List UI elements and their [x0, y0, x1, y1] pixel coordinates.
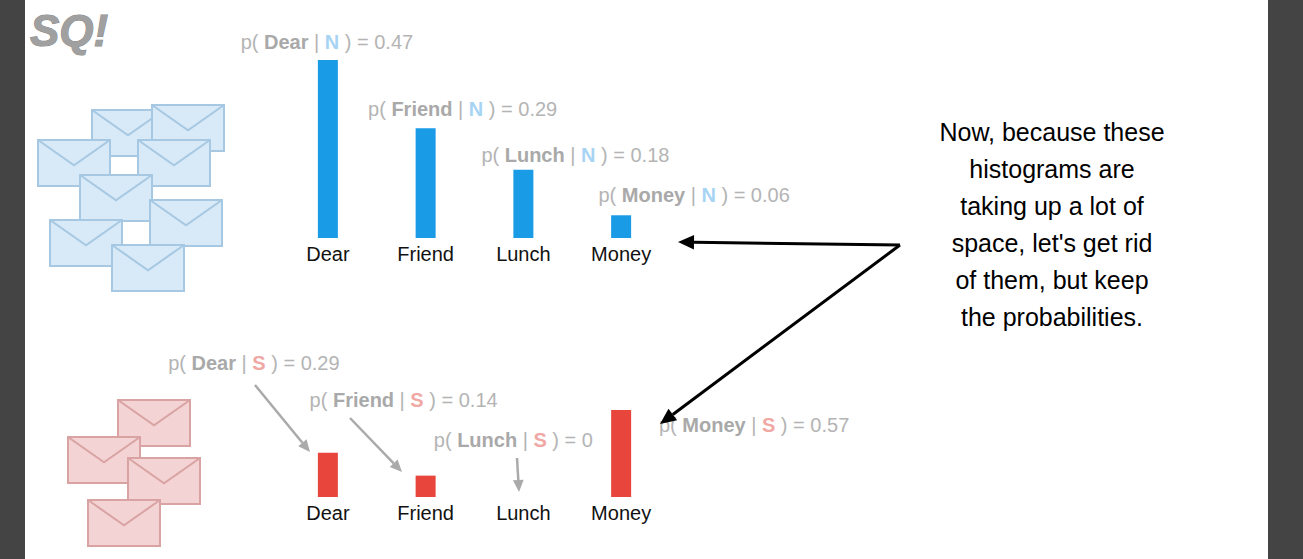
svg-text:the probabilities.: the probabilities. [961, 303, 1143, 331]
svg-text:taking up a lot of: taking up a lot of [960, 192, 1144, 220]
svg-text:N: N [469, 98, 483, 120]
svg-text:Lunch: Lunch [457, 429, 517, 451]
svg-text:|: | [685, 184, 701, 206]
svg-text:) = 0.29: ) = 0.29 [483, 98, 557, 120]
svg-text:p(: p( [168, 352, 191, 374]
svg-text:Lunch: Lunch [496, 502, 551, 524]
svg-text:SQ!: SQ! [30, 6, 108, 55]
svg-text:Dear: Dear [306, 502, 350, 524]
svg-text:Money: Money [591, 502, 651, 524]
svg-text:Lunch: Lunch [505, 144, 565, 166]
svg-text:N: N [701, 184, 715, 206]
svg-text:|: | [746, 414, 762, 436]
svg-text:space, let's get rid: space, let's get rid [952, 229, 1153, 257]
svg-text:) = 0.47: ) = 0.47 [339, 31, 413, 53]
svg-text:) = 0.06: ) = 0.06 [716, 184, 790, 206]
svg-text:) = 0: ) = 0 [547, 429, 593, 451]
svg-text:|: | [517, 429, 533, 451]
svg-text:S: S [252, 352, 265, 374]
svg-text:p(: p( [659, 414, 683, 436]
svg-text:Friend: Friend [397, 502, 454, 524]
svg-text:S: S [533, 429, 546, 451]
svg-text:p(: p( [598, 184, 621, 206]
svg-text:N: N [581, 144, 595, 166]
svg-text:) = 0.18: ) = 0.18 [595, 144, 669, 166]
svg-text:N: N [325, 31, 339, 53]
svg-text:) = 0.57: ) = 0.57 [775, 414, 849, 436]
svg-text:Dear: Dear [192, 352, 237, 374]
svg-text:Friend: Friend [391, 98, 452, 120]
svg-text:) = 0.14: ) = 0.14 [424, 389, 498, 411]
svg-text:p(: p( [434, 429, 457, 451]
svg-text:Dear: Dear [306, 243, 350, 265]
svg-text:S: S [762, 414, 775, 436]
svg-text:p(: p( [481, 144, 504, 166]
svg-text:|: | [565, 144, 581, 166]
svg-text:of them, but keep: of them, but keep [955, 266, 1148, 294]
svg-text:Friend: Friend [397, 243, 454, 265]
svg-text:Friend: Friend [333, 389, 394, 411]
svg-text:Dear: Dear [264, 31, 309, 53]
svg-text:|: | [236, 352, 252, 374]
svg-text:|: | [394, 389, 410, 411]
svg-text:Now, because these: Now, because these [939, 118, 1164, 146]
svg-text:Money: Money [591, 243, 651, 265]
svg-text:Money: Money [622, 184, 686, 206]
svg-text:p(: p( [241, 31, 264, 53]
svg-text:) = 0.29: ) = 0.29 [266, 352, 340, 374]
svg-text:Money: Money [682, 414, 746, 436]
svg-text:p(: p( [310, 389, 333, 411]
svg-text:Lunch: Lunch [496, 243, 551, 265]
svg-text:|: | [308, 31, 324, 53]
svg-text:S: S [410, 389, 423, 411]
svg-text:p(: p( [368, 98, 391, 120]
svg-text:histograms are: histograms are [969, 155, 1134, 183]
svg-text:|: | [453, 98, 469, 120]
